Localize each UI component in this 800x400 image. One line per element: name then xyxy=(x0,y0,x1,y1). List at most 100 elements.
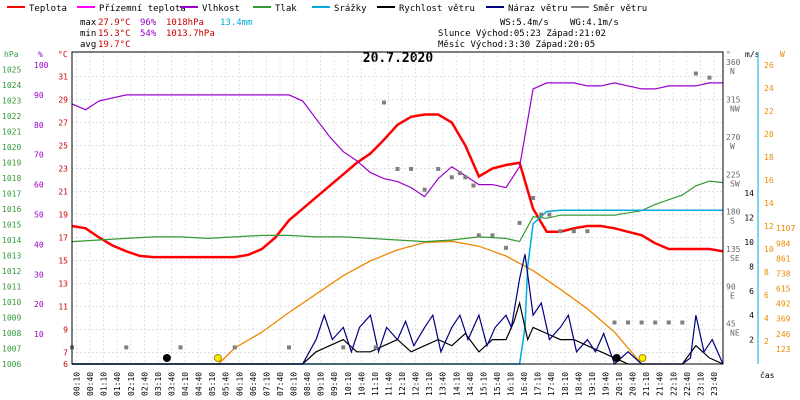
pct-tick-label: 70 xyxy=(34,151,44,160)
solar-tick-label: 492 xyxy=(776,300,791,309)
wind-direction-point xyxy=(476,233,481,238)
dir-tick-label: 90 xyxy=(726,282,736,291)
stat-max-hum: 96% xyxy=(140,18,157,28)
stat-min-label: min xyxy=(80,29,96,39)
temp-tick-label: 7 xyxy=(63,349,68,358)
series-Tlak xyxy=(71,180,724,243)
series-solar-radiation xyxy=(218,240,643,365)
hpa-tick-label: 1018 xyxy=(2,174,21,183)
temp-unit: °C xyxy=(58,50,68,59)
stat-wg: WG:4.1m/s xyxy=(570,18,619,28)
hpa-tick-label: 1022 xyxy=(2,112,21,121)
hpa-tick-label: 1010 xyxy=(2,298,21,307)
wind-direction-point xyxy=(539,212,544,217)
ms-unit: m/s xyxy=(745,50,760,59)
wind-direction-point xyxy=(422,187,427,192)
hpa-tick-label: 1008 xyxy=(2,329,21,338)
x-tick-label: 04:10 xyxy=(181,372,190,396)
x-tick-label: 06:10 xyxy=(235,372,244,396)
x-tick-label: 11:10 xyxy=(371,372,380,396)
x-tick-label: 23:40 xyxy=(710,372,719,396)
stat-min-press: 1013.7hPa xyxy=(166,29,215,39)
x-tick-label: 00:40 xyxy=(86,372,95,396)
stats-block: max 27.9°C 96% 1018hPa 13.4mm min 15.3°C… xyxy=(80,18,619,50)
pct-tick-label: 30 xyxy=(34,270,44,279)
wind-direction-point xyxy=(585,229,590,234)
temp-tick-label: 19 xyxy=(58,211,68,220)
stat-max-temp: 27.9°C xyxy=(98,18,131,28)
pct-tick-label: 80 xyxy=(34,121,44,130)
pct-tick-label: 20 xyxy=(34,300,44,309)
wm-tick-label: 2 xyxy=(764,337,769,346)
wm-tick-label: 26 xyxy=(764,61,774,70)
x-tick-label: 21:40 xyxy=(656,372,665,396)
moonset-marker xyxy=(612,354,621,362)
temp-tick-label: 25 xyxy=(58,142,68,151)
ms-tick-label: 2 xyxy=(749,336,754,345)
x-tick-label: 13:40 xyxy=(439,372,448,396)
x-tick-label: 20:10 xyxy=(615,372,624,396)
wind-direction-point xyxy=(381,100,386,105)
grid xyxy=(72,52,723,365)
x-tick-label: 02:10 xyxy=(127,372,136,396)
dir-tick-label-compass: SE xyxy=(730,254,740,263)
series-Vlhkost xyxy=(71,82,723,198)
hpa-tick-label: 1006 xyxy=(2,360,21,369)
wind-direction-point xyxy=(436,166,441,171)
solar-tick-label: 1107 xyxy=(776,224,795,233)
wind-direction-point xyxy=(612,320,617,325)
hpa-tick-label: 1012 xyxy=(2,267,21,276)
x-tick-label: 01:40 xyxy=(113,372,122,396)
hpa-tick-label: 1021 xyxy=(2,128,21,137)
x-tick-label: 10:10 xyxy=(344,372,353,396)
temp-tick-label: 31 xyxy=(58,73,68,82)
stat-min-hum: 54% xyxy=(140,29,157,39)
legend-label-3: Tlak xyxy=(275,4,297,14)
series-Teplota xyxy=(71,113,724,259)
x-tick-label: 03:10 xyxy=(154,372,163,396)
x-tick-label: 14:10 xyxy=(452,372,461,396)
pct-tick-label: 40 xyxy=(34,240,44,249)
x-tick-label: 02:40 xyxy=(140,372,149,396)
sunrise-marker xyxy=(213,354,222,362)
plot-area xyxy=(70,71,724,366)
solar-tick-label: 123 xyxy=(776,345,791,354)
x-tick-label: 12:10 xyxy=(398,372,407,396)
x-tick-label: 22:40 xyxy=(683,372,692,396)
x-tick-label: 15:10 xyxy=(479,372,488,396)
wind-direction-point xyxy=(471,183,476,188)
x-tick-label: 23:10 xyxy=(696,372,705,396)
pct-tick-label: 50 xyxy=(34,211,44,220)
wm-tick-label: 10 xyxy=(764,245,774,254)
x-tick-label: 08:40 xyxy=(303,372,312,396)
temp-tick-label: 21 xyxy=(58,188,68,197)
wind-direction-point xyxy=(517,220,522,225)
hpa-unit: hPa xyxy=(4,50,19,59)
dir-tick-label: 45 xyxy=(726,320,736,329)
wind-direction-point xyxy=(653,320,658,325)
pct-tick-label: 90 xyxy=(34,91,44,100)
series-Srážky xyxy=(72,209,723,365)
x-tick-label: 21:10 xyxy=(642,372,651,396)
ms-tick-label: 8 xyxy=(749,262,754,271)
hpa-tick-label: 1009 xyxy=(2,314,21,323)
wind-direction-point xyxy=(409,166,414,171)
temp-tick-label: 11 xyxy=(58,303,68,312)
temp-tick-label: 29 xyxy=(58,96,68,105)
x-tick-label: 17:10 xyxy=(534,372,543,396)
x-tick-label: 18:10 xyxy=(561,372,570,396)
wind-direction-point xyxy=(680,320,685,325)
hpa-tick-label: 1014 xyxy=(2,236,21,245)
stat-max-rain: 13.4mm xyxy=(220,18,253,28)
hpa-tick-label: 1024 xyxy=(2,81,21,90)
solar-tick-label: 984 xyxy=(776,239,791,248)
wm-tick-label: 18 xyxy=(764,153,774,162)
dir-tick-label-compass: W xyxy=(730,142,735,151)
dir-tick-label-compass: NE xyxy=(730,329,740,338)
hpa-tick-label: 1011 xyxy=(2,283,21,292)
wm-tick-label: 16 xyxy=(764,176,774,185)
solar-tick-label: 861 xyxy=(776,254,791,263)
hpa-tick-label: 1019 xyxy=(2,159,21,168)
hpa-tick-label: 1017 xyxy=(2,190,21,199)
dir-tick-label: 360 xyxy=(726,58,741,67)
